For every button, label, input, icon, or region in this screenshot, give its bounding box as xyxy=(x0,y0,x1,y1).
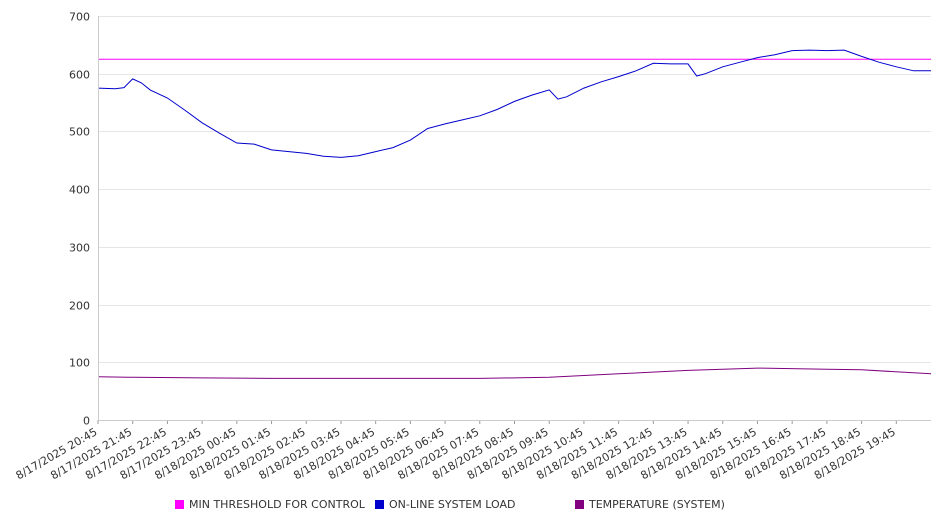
series-line-temperature xyxy=(97,367,932,379)
legend-label-system-load: ON-LINE SYSTEM LOAD xyxy=(389,498,516,511)
legend-label-temperature: TEMPERATURE (SYSTEM) xyxy=(589,498,725,511)
y-tick-label-400: 400 xyxy=(69,184,90,197)
y-tick-label-500: 500 xyxy=(69,126,90,139)
grid-lines xyxy=(98,16,931,421)
legend-swatch-system-load xyxy=(375,500,384,509)
y-tick-label-700: 700 xyxy=(69,11,90,24)
y-tick-label-200: 200 xyxy=(69,300,90,313)
legend-item-min-threshold: MIN THRESHOLD FOR CONTROL xyxy=(175,498,365,511)
legend-item-system-load: ON-LINE SYSTEM LOAD xyxy=(375,498,515,511)
legend-item-temperature: TEMPERATURE (SYSTEM) xyxy=(575,498,725,511)
legend-swatch-min-threshold xyxy=(175,500,184,509)
y-tick-label-300: 300 xyxy=(69,242,90,255)
y-tick-label-100: 100 xyxy=(69,357,90,370)
series-line-system-load xyxy=(97,49,931,158)
legend-swatch-temperature xyxy=(575,500,584,509)
legend: MIN THRESHOLD FOR CONTROL ON-LINE SYSTEM… xyxy=(0,498,946,514)
y-tick-label-600: 600 xyxy=(69,69,90,82)
y-tick-label-0: 0 xyxy=(83,415,90,428)
x-axis-ticks: 8/17/2025 20:458/17/2025 21:458/17/2025 … xyxy=(14,420,898,482)
legend-label-min-threshold: MIN THRESHOLD FOR CONTROL xyxy=(189,498,365,511)
series-lines xyxy=(97,49,932,379)
y-axis-ticks: 0 100 200 300 400 500 600 700 xyxy=(69,11,90,428)
